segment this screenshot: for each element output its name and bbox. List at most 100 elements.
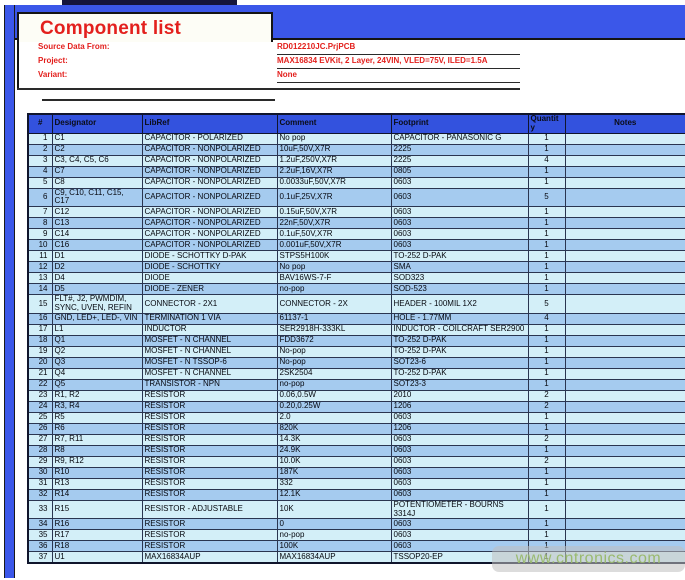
cell-comment: 2.2uF,16V,X7R <box>276 165 392 178</box>
table-row: 30 R10 RESISTOR 187K 0603 1 <box>27 466 685 479</box>
cell-designator: R15 <box>51 499 143 520</box>
table-row: 34 R16 RESISTOR 0 0603 1 <box>27 518 685 531</box>
table-row: 14 D5 DIODE - ZENER no-pop SOD-523 1 <box>27 283 685 296</box>
cell-comment: BAV16WS-7-F <box>276 272 392 285</box>
cell-footprint: HOLE - 1.77MM <box>390 312 529 325</box>
cell-footprint: 2225 <box>390 143 529 156</box>
cell-comment: STPS5H100K <box>276 250 392 263</box>
cell-quantity: 1 <box>527 334 566 347</box>
cell-libref: INDUCTOR <box>141 323 278 336</box>
cell-num: 7 <box>27 206 53 219</box>
cell-notes <box>564 367 685 380</box>
cell-num: 19 <box>27 345 53 358</box>
cell-designator: Q4 <box>51 367 143 380</box>
cell-libref: RESISTOR - ADJUSTABLE <box>141 499 278 520</box>
cell-designator: C16 <box>51 239 143 252</box>
cell-num: 37 <box>27 551 53 564</box>
cell-notes <box>564 455 685 468</box>
cell-num: 1 <box>27 132 53 145</box>
cell-libref: MOSFET - N CHANNEL <box>141 334 278 347</box>
cell-notes <box>564 422 685 435</box>
cell-comment: FDD3672 <box>276 334 392 347</box>
table-row: 28 R8 RESISTOR 24.9K 0603 1 <box>27 444 685 457</box>
cell-comment: 2SK2504 <box>276 367 392 380</box>
table-row: 3 C3, C4, C5, C6 CAPACITOR - NONPOLARIZE… <box>27 154 685 167</box>
cell-num: 15 <box>27 294 53 314</box>
cell-quantity: 1 <box>527 250 566 263</box>
cell-notes <box>564 323 685 336</box>
cell-num: 12 <box>27 261 53 274</box>
cell-designator: D2 <box>51 261 143 274</box>
cell-footprint: 2225 <box>390 154 529 167</box>
cell-footprint: TO-252 D-PAK <box>390 334 529 347</box>
cell-comment: 0 <box>276 518 392 531</box>
cell-notes <box>564 206 685 219</box>
cell-quantity: 2 <box>527 400 566 413</box>
table-row: 5 C8 CAPACITOR - NONPOLARIZED 0.0033uF,5… <box>27 176 685 189</box>
cell-comment: 0.001uF,50V,X7R <box>276 239 392 252</box>
cell-comment: MAX16834AUP <box>276 551 392 564</box>
cell-libref: RESISTOR <box>141 477 278 490</box>
cell-designator: C2 <box>51 143 143 156</box>
cell-designator: C8 <box>51 176 143 189</box>
cell-footprint: 2010 <box>390 389 529 402</box>
table-row: 17 L1 INDUCTOR SER2918H-333KL INDUCTOR -… <box>27 323 685 336</box>
cell-designator: R1, R2 <box>51 389 143 402</box>
cell-num: 8 <box>27 217 53 230</box>
cell-quantity: 1 <box>527 356 566 369</box>
cell-footprint: INDUCTOR - COILCRAFT SER2900 <box>390 323 529 336</box>
cell-footprint: 0603 <box>390 477 529 490</box>
cell-designator: R13 <box>51 477 143 490</box>
cell-designator: D4 <box>51 272 143 285</box>
cell-libref: MOSFET - N TSSOP-6 <box>141 356 278 369</box>
table-row: 21 Q4 MOSFET - N CHANNEL 2SK2504 TO-252 … <box>27 367 685 380</box>
cell-comment: 0.0033uF,50V,X7R <box>276 176 392 189</box>
cell-libref: CAPACITOR - NONPOLARIZED <box>141 206 278 219</box>
cell-footprint: 0603 <box>390 466 529 479</box>
table-row: 16 GND, LED+, LED-, VIN TERMINATION 1 VI… <box>27 312 685 325</box>
cell-quantity: 1 <box>527 143 566 156</box>
cell-quantity: 1 <box>527 411 566 424</box>
cell-designator: U1 <box>51 551 143 564</box>
cell-notes <box>564 187 685 208</box>
cell-footprint: SOD323 <box>390 272 529 285</box>
table-row: 27 R7, R11 RESISTOR 14.3K 0603 2 <box>27 433 685 446</box>
cell-num: 30 <box>27 466 53 479</box>
cell-footprint: SOT23-6 <box>390 356 529 369</box>
cell-num: 23 <box>27 389 53 402</box>
cell-footprint: 0603 <box>390 444 529 457</box>
cell-footprint: 0603 <box>390 239 529 252</box>
cell-footprint: TO-252 D-PAK <box>390 345 529 358</box>
cell-libref: MAX16834AUP <box>141 551 278 564</box>
cell-quantity: 5 <box>527 294 566 314</box>
cell-designator: L1 <box>51 323 143 336</box>
cell-notes <box>564 400 685 413</box>
cell-libref: MOSFET - N CHANNEL <box>141 367 278 380</box>
table-row: 20 Q3 MOSFET - N TSSOP-6 No-pop SOT23-6 … <box>27 356 685 369</box>
cell-footprint: 0603 <box>390 176 529 189</box>
cell-num: 34 <box>27 518 53 531</box>
cell-libref: RESISTOR <box>141 518 278 531</box>
cell-footprint: SOT23-3 <box>390 378 529 391</box>
cell-footprint: CAPACITOR - PANASONIC G <box>390 132 529 145</box>
cell-notes <box>564 272 685 285</box>
cell-quantity: 1 <box>527 272 566 285</box>
cell-designator: R7, R11 <box>51 433 143 446</box>
cell-designator: D5 <box>51 283 143 296</box>
project-label: Project: <box>38 56 68 65</box>
cell-notes <box>564 154 685 167</box>
cell-quantity: 1 <box>527 239 566 252</box>
cell-quantity: 2 <box>527 433 566 446</box>
cell-comment: 100K <box>276 540 392 553</box>
cell-notes <box>564 143 685 156</box>
cell-quantity: 1 <box>527 477 566 490</box>
cell-libref: RESISTOR <box>141 540 278 553</box>
cell-comment: SER2918H-333KL <box>276 323 392 336</box>
cell-designator: Q5 <box>51 378 143 391</box>
cell-designator: C9, C10, C11, C15, C17 <box>51 187 143 208</box>
cell-num: 17 <box>27 323 53 336</box>
cell-designator: C13 <box>51 217 143 230</box>
cell-quantity: 1 <box>527 176 566 189</box>
table-row: 25 R5 RESISTOR 2.0 0603 1 <box>27 411 685 424</box>
cell-libref: RESISTOR <box>141 444 278 457</box>
